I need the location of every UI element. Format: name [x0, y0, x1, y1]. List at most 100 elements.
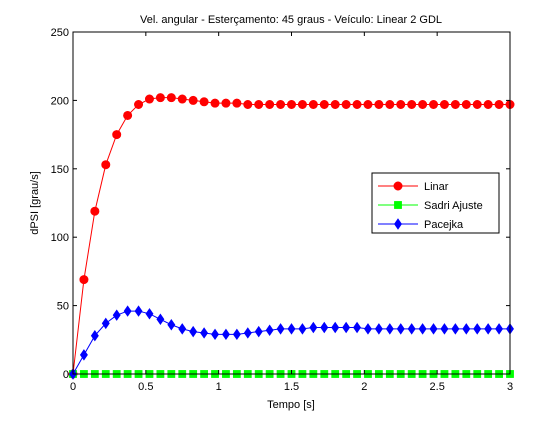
legend-box	[371, 172, 500, 234]
data-point	[134, 100, 144, 110]
legend-marker	[393, 181, 403, 191]
data-point	[374, 100, 384, 110]
y-tick-label: 200	[51, 95, 69, 107]
x-tick-label: 0.5	[138, 381, 153, 393]
data-point	[385, 323, 394, 335]
data-point	[342, 321, 351, 334]
data-point	[320, 321, 329, 334]
data-point	[232, 98, 242, 108]
data-point	[439, 100, 449, 110]
data-point	[407, 323, 416, 335]
x-tick-label: 3	[507, 381, 513, 393]
x-tick-label: 1	[216, 381, 222, 393]
x-tick-label: 2	[361, 381, 367, 393]
data-point	[429, 323, 438, 335]
data-point	[189, 325, 198, 338]
data-point	[90, 329, 99, 342]
data-point	[112, 309, 121, 321]
data-point	[297, 100, 307, 110]
data-point	[188, 95, 198, 105]
y-tick-label: 150	[51, 164, 69, 176]
series-linar	[68, 93, 515, 379]
data-point	[167, 319, 176, 331]
legend-label: Linar	[424, 181, 449, 193]
data-point	[462, 323, 471, 335]
data-point	[396, 323, 405, 335]
data-point	[90, 206, 100, 216]
data-point	[319, 100, 329, 110]
data-point	[211, 328, 219, 341]
data-point	[418, 100, 428, 110]
data-point	[101, 317, 110, 330]
data-point	[352, 100, 362, 110]
data-point	[472, 100, 482, 110]
data-point	[494, 100, 504, 110]
data-point	[156, 313, 165, 326]
y-axis-label: dPSI [grau/s]	[29, 171, 41, 235]
data-point	[440, 323, 449, 335]
data-point	[134, 305, 143, 317]
data-point	[330, 100, 340, 110]
data-point	[341, 100, 351, 110]
data-point	[145, 308, 154, 320]
x-tick-label: 0	[70, 381, 76, 393]
x-tick-label: 2.5	[430, 381, 445, 393]
data-point	[79, 349, 88, 361]
y-tick-label: 0	[63, 369, 69, 381]
data-point	[123, 110, 133, 120]
x-tick-label: 1.5	[284, 381, 299, 393]
data-point	[385, 100, 395, 110]
data-point	[483, 100, 493, 110]
data-point	[166, 93, 176, 103]
data-point	[265, 100, 275, 110]
data-point	[308, 100, 318, 110]
data-point	[461, 100, 471, 110]
data-point	[298, 323, 307, 335]
data-point	[123, 305, 132, 317]
data-point	[396, 100, 406, 110]
data-point	[353, 321, 362, 334]
data-point	[287, 323, 296, 335]
data-point	[155, 93, 165, 103]
data-point	[450, 100, 460, 110]
legend: Linar Sadri Ajuste Pacejka	[371, 172, 500, 234]
data-point	[243, 327, 252, 339]
data-point	[232, 328, 241, 341]
y-tick-label: 100	[51, 232, 69, 244]
y-tick-label: 50	[57, 301, 69, 313]
chart-title: Vel. angular - Esterçamento: 45 graus - …	[140, 14, 442, 26]
data-point	[200, 327, 209, 339]
data-point	[276, 100, 286, 110]
data-point	[418, 323, 427, 335]
data-point	[407, 100, 417, 110]
data-point	[364, 323, 372, 335]
data-point	[101, 160, 111, 170]
data-point	[484, 323, 493, 335]
data-point	[429, 100, 439, 110]
data-point	[112, 130, 122, 140]
data-point	[177, 94, 187, 104]
data-point	[473, 323, 482, 335]
data-point	[79, 275, 89, 285]
legend-label: Pacejka	[424, 219, 464, 231]
x-axis-label: Tempo [s]	[267, 399, 315, 411]
data-point	[309, 321, 318, 334]
legend-label: Sadri Ajuste	[424, 200, 483, 212]
data-point	[178, 323, 187, 335]
data-point	[286, 100, 296, 110]
ticks-layer: 0 0.5 1 1.5 2 2.5 3 0 50 100 150 200 250	[51, 27, 513, 393]
data-point	[199, 97, 209, 107]
legend-marker	[394, 201, 402, 209]
data-point	[451, 323, 460, 335]
data-point	[495, 323, 504, 335]
data-point	[265, 324, 274, 336]
data-point	[210, 98, 220, 108]
data-point	[363, 100, 373, 110]
data-point	[254, 100, 264, 110]
data-point	[331, 321, 340, 334]
y-tick-label: 250	[51, 27, 69, 39]
data-point	[144, 94, 154, 104]
data-point	[221, 328, 230, 341]
